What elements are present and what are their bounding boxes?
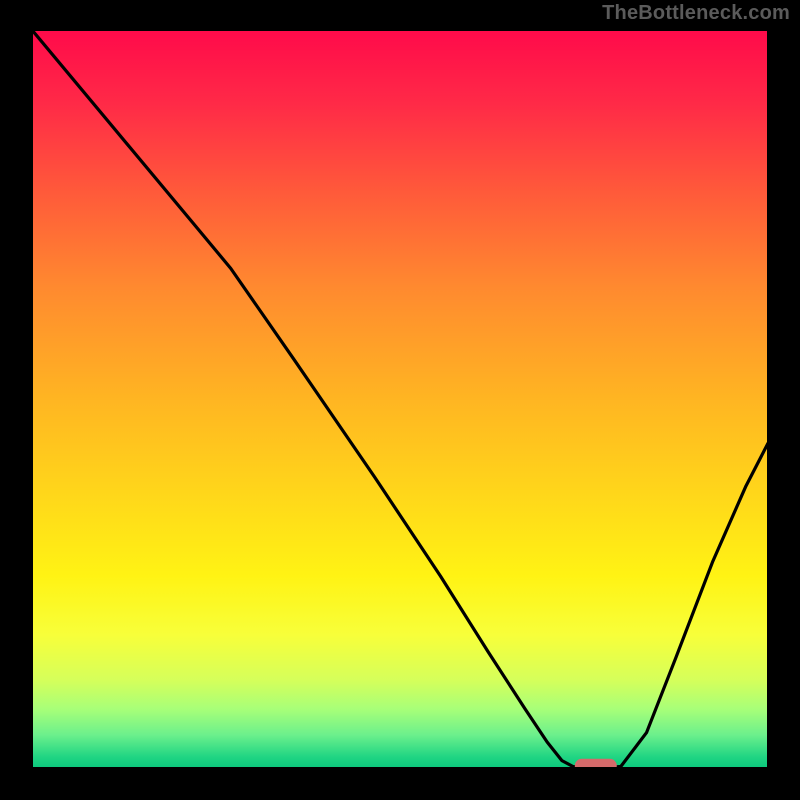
chart-container: TheBottleneck.com <box>0 0 800 800</box>
watermark-text: TheBottleneck.com <box>602 2 790 25</box>
bottleneck-chart <box>0 0 800 800</box>
optimal-marker <box>575 759 617 773</box>
plot-background <box>32 30 768 768</box>
